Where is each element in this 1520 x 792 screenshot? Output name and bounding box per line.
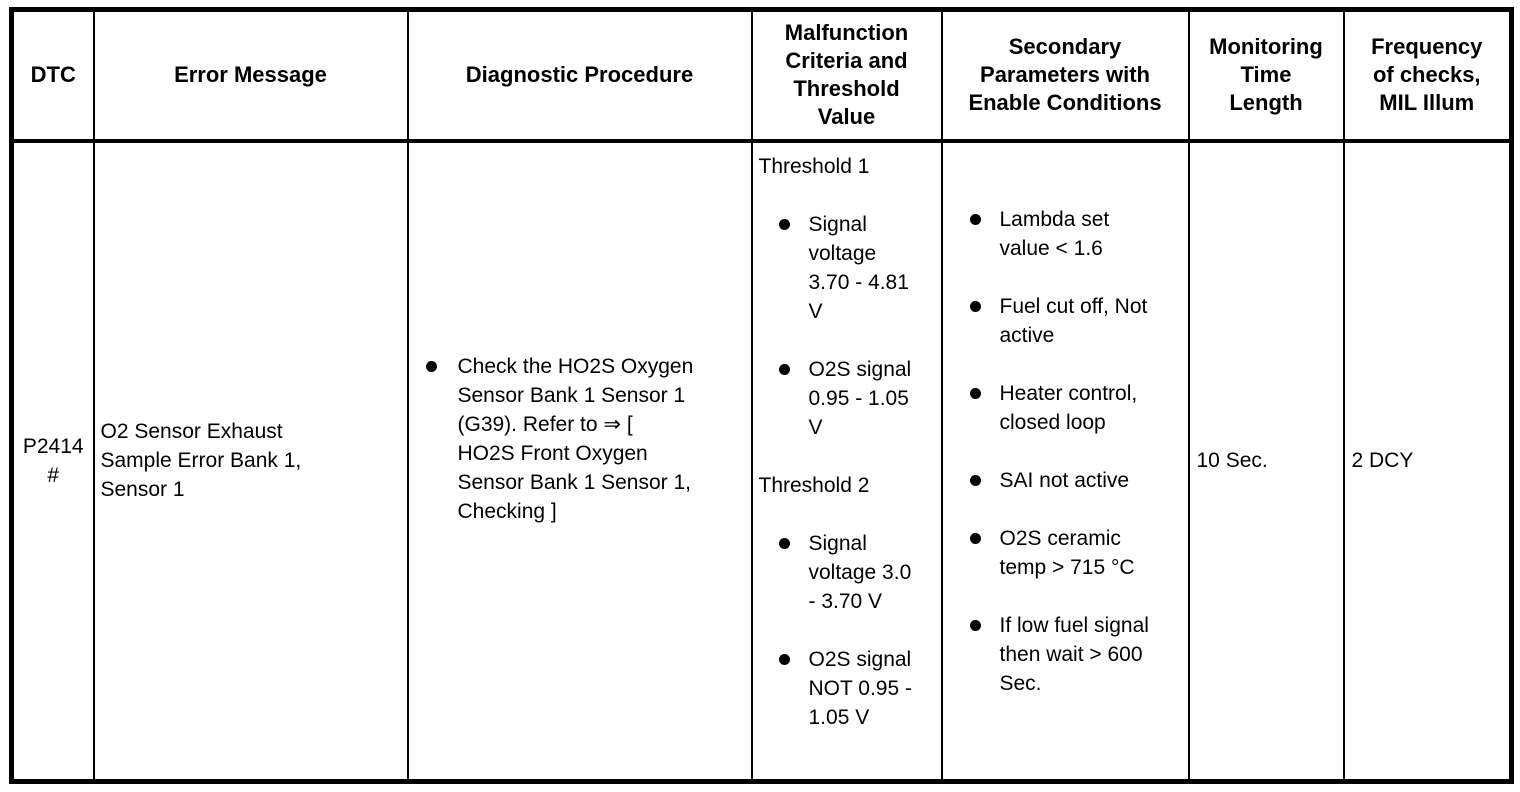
header-frequency: Frequency of checks, MIL Illum [1342,8,1513,143]
error-message-text: O2 Sensor Exhaust Sample Error Bank 1, S… [100,420,302,502]
secondary-parameters-list: Lambda set value < 1.6 Fuel cut off, Not… [944,205,1187,698]
secondary-parameter-text: O2S ceramic temp > 715 °C [999,527,1135,580]
list-item: If low fuel signal then wait > 600 Sec. [944,611,1187,698]
secondary-parameter-text: If low fuel signal then wait > 600 Sec. [999,614,1149,696]
bullet-icon [778,218,790,230]
header-row: DTC Error Message Diagnostic Procedure M… [10,8,1513,143]
list-item: Signal voltage 3.0 - 3.70 V [754,529,940,616]
bullet-icon [969,475,981,487]
list-item: O2S signal NOT 0.95 - 1.05 V [754,645,940,732]
list-item: Signal voltage 3.70 - 4.81 V [754,210,940,326]
bullet-icon [969,214,981,226]
bullet-icon [969,620,981,632]
bullet-icon [778,653,790,665]
cell-frequency: 2 DCY [1342,139,1513,783]
header-secondary-parameters: Secondary Parameters with Enable Conditi… [940,8,1190,143]
cell-secondary-parameters: Lambda set value < 1.6 Fuel cut off, Not… [940,139,1190,783]
list-item: O2S ceramic temp > 715 °C [944,524,1187,582]
bullet-icon [969,388,981,400]
diagnostic-step-list: Check the HO2S Oxygen Sensor Bank 1 Sens… [410,352,750,526]
malfunction-criteria-content: Threshold 1 Signal voltage 3.70 - 4.81 V… [754,152,940,732]
bullet-icon [969,301,981,313]
header-dtc: DTC [10,8,95,143]
secondary-parameter-text: SAI not active [999,469,1130,493]
header-malfunction-criteria: Malfunction Criteria and Threshold Value [750,8,943,143]
cell-malfunction-criteria: Threshold 1 Signal voltage 3.70 - 4.81 V… [750,139,943,783]
header-diagnostic-procedure: Diagnostic Procedure [406,8,753,143]
bullet-icon [778,363,790,375]
secondary-parameter-text: Lambda set value < 1.6 [999,208,1110,261]
list-item: Check the HO2S Oxygen Sensor Bank 1 Sens… [410,352,750,526]
threshold-2-label: Threshold 2 [758,473,870,497]
list-item: SAI not active [944,466,1187,495]
cell-monitoring-time: 10 Sec. [1187,139,1345,783]
list-item: Fuel cut off, Not active [944,292,1187,350]
list-item: O2S signal 0.95 - 1.05 V [754,355,940,442]
header-monitoring-time: Monitoring Time Length [1187,8,1345,143]
cell-error-message: O2 Sensor Exhaust Sample Error Bank 1, S… [92,139,409,783]
table-row: P2414 # O2 Sensor Exhaust Sample Error B… [10,139,1513,783]
threshold-1-label: Threshold 1 [758,154,870,178]
cell-dtc-code: P2414 # [10,139,95,783]
secondary-parameter-text: Heater control, closed loop [999,382,1138,435]
threshold-1-list: Signal voltage 3.70 - 4.81 V O2S signal … [754,210,940,442]
diagnostic-step-text: Check the HO2S Oxygen Sensor Bank 1 Sens… [457,354,694,523]
threshold-1-item-text: O2S signal 0.95 - 1.05 V [808,357,912,439]
list-item: Heater control, closed loop [944,379,1187,437]
threshold-1-item-text: Signal voltage 3.70 - 4.81 V [808,212,909,323]
cell-diagnostic-procedure: Check the HO2S Oxygen Sensor Bank 1 Sens… [406,139,753,783]
bullet-icon [425,360,437,372]
list-item: Lambda set value < 1.6 [944,205,1187,263]
header-error-message: Error Message [92,8,409,143]
bullet-icon [969,533,981,545]
threshold-2-item-text: Signal voltage 3.0 - 3.70 V [808,531,912,613]
dtc-table: DTC Error Message Diagnostic Procedure M… [9,7,1514,784]
threshold-2-item-text: O2S signal NOT 0.95 - 1.05 V [808,647,912,729]
threshold-2-list: Signal voltage 3.0 - 3.70 V O2S signal N… [754,529,940,732]
secondary-parameter-text: Fuel cut off, Not active [999,295,1148,348]
bullet-icon [778,537,790,549]
